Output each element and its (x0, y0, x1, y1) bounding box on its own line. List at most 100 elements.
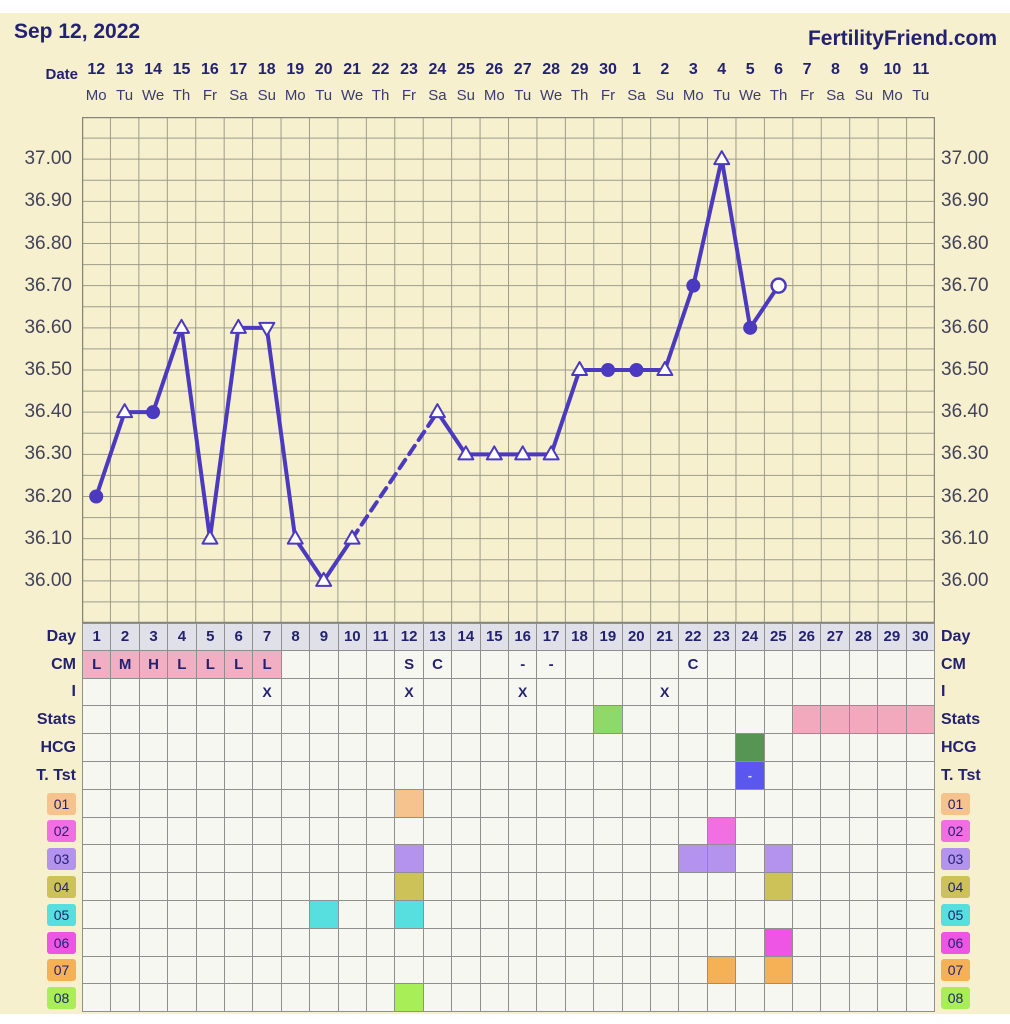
custom-row-04-cells (82, 873, 935, 901)
table-cell (821, 900, 850, 929)
table-cell (565, 900, 595, 929)
table-cell: 4 (168, 624, 197, 651)
date-number: 11 (912, 61, 930, 78)
table-cell (224, 761, 254, 790)
stats-row: Stats Stats (0, 706, 1010, 735)
table-cell (139, 761, 169, 790)
table-cell (707, 734, 737, 762)
table-cell (168, 817, 197, 846)
table-cell (196, 817, 225, 846)
table-cell (679, 956, 708, 985)
table-cell (878, 873, 907, 901)
table-cell (338, 706, 367, 735)
table-cell (622, 650, 651, 679)
table-cell (253, 761, 282, 790)
ttst-row-cells: - (82, 761, 935, 790)
table-cell (253, 873, 282, 901)
custom-row-03-cells (82, 845, 935, 874)
table-cell (508, 873, 538, 901)
table-cell (736, 873, 765, 901)
y-tick-left: 36.90 (24, 190, 72, 212)
table-cell (906, 789, 935, 818)
table-cell (423, 900, 453, 929)
temp-line-segment (321, 536, 355, 583)
weekday: Tu (116, 87, 134, 104)
table-cell (508, 789, 538, 818)
custom-row-05: 05 05 (0, 900, 1010, 929)
temp-line-segment (207, 325, 241, 541)
y-tick-left: 36.60 (24, 316, 72, 338)
table-cell (736, 789, 765, 818)
table-cell (196, 845, 225, 874)
table-cell (281, 928, 311, 957)
table-cell (878, 734, 907, 762)
table-cell (537, 817, 566, 846)
hcg-row-cells (82, 734, 935, 762)
table-cell (281, 789, 311, 818)
temp-marker-triangle-down-open (258, 321, 276, 337)
table-cell (821, 845, 850, 874)
date-number: 16 (201, 61, 219, 78)
date-number: 20 (314, 61, 333, 78)
stats-row-cells (82, 706, 935, 735)
table-cell (281, 706, 311, 735)
weekday: We (739, 87, 762, 104)
table-cell (366, 706, 396, 735)
table-cell (764, 650, 793, 679)
table-cell (480, 734, 509, 762)
table-cell (168, 761, 197, 790)
weekday: Th (371, 87, 390, 104)
ttst-row: T. Tst T. Tst - (0, 761, 1010, 790)
table-cell (196, 900, 225, 929)
table-cell (224, 734, 254, 762)
table-cell (565, 761, 595, 790)
table-cell (281, 817, 311, 846)
table-cell (792, 706, 822, 735)
table-cell (452, 928, 481, 957)
y-tick-right: 36.60 (941, 316, 989, 338)
table-cell: - (537, 650, 566, 679)
row-tag-02: 02 (941, 820, 970, 843)
table-cell (878, 900, 907, 929)
weekday: Mo (682, 87, 704, 104)
table-cell (906, 706, 935, 735)
table-cell (508, 900, 538, 929)
table-cell (452, 650, 481, 679)
table-cell (594, 650, 623, 679)
y-tick-right: 36.40 (941, 401, 989, 423)
date-number: 28 (542, 61, 561, 78)
temp-marker-triangle-open (485, 445, 503, 461)
table-cell (253, 845, 282, 874)
weekday: Tu (514, 87, 532, 104)
table-cell (537, 956, 566, 985)
table-cell (594, 956, 623, 985)
table-cell (111, 956, 140, 985)
table-cell (224, 845, 254, 874)
custom-row-02-cells (82, 817, 935, 846)
date-number: 22 (371, 61, 390, 78)
table-cell (622, 817, 651, 846)
table-cell: 13 (423, 624, 453, 651)
table-cell (111, 984, 140, 1013)
table-cell: 14 (452, 624, 481, 651)
table-cell (366, 761, 396, 790)
table-cell (622, 984, 651, 1013)
table-cell (338, 789, 367, 818)
date-number: 26 (485, 61, 504, 78)
table-cell (594, 817, 623, 846)
weekday: Tu (315, 87, 333, 104)
table-cell (707, 928, 737, 957)
table-cell (508, 984, 538, 1013)
table-cell (821, 706, 850, 735)
table-cell (508, 817, 538, 846)
table-cell (650, 900, 680, 929)
table-cell (707, 650, 737, 679)
table-cell: 19 (594, 624, 623, 651)
table-cell (707, 678, 737, 707)
y-tick-left: 36.00 (24, 569, 72, 591)
table-cell (707, 984, 737, 1013)
weekday: Su (456, 87, 476, 104)
table-cell (565, 873, 595, 901)
